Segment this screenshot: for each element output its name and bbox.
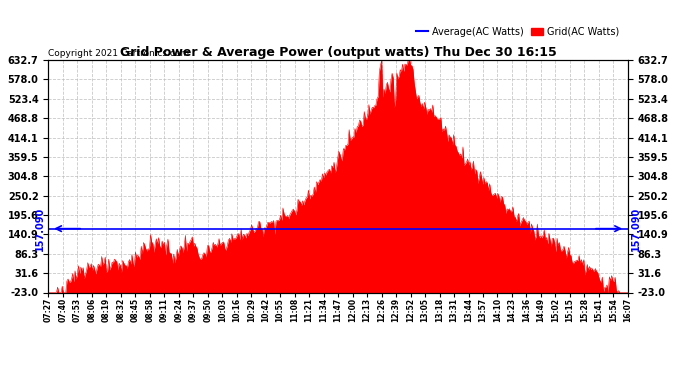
Text: Copyright 2021 Cartronics.com: Copyright 2021 Cartronics.com xyxy=(48,49,190,58)
Text: 157.090: 157.090 xyxy=(35,207,46,251)
Title: Grid Power & Average Power (output watts) Thu Dec 30 16:15: Grid Power & Average Power (output watts… xyxy=(120,46,556,59)
Legend: Average(AC Watts), Grid(AC Watts): Average(AC Watts), Grid(AC Watts) xyxy=(413,23,623,41)
Text: 157.090: 157.090 xyxy=(631,207,641,251)
